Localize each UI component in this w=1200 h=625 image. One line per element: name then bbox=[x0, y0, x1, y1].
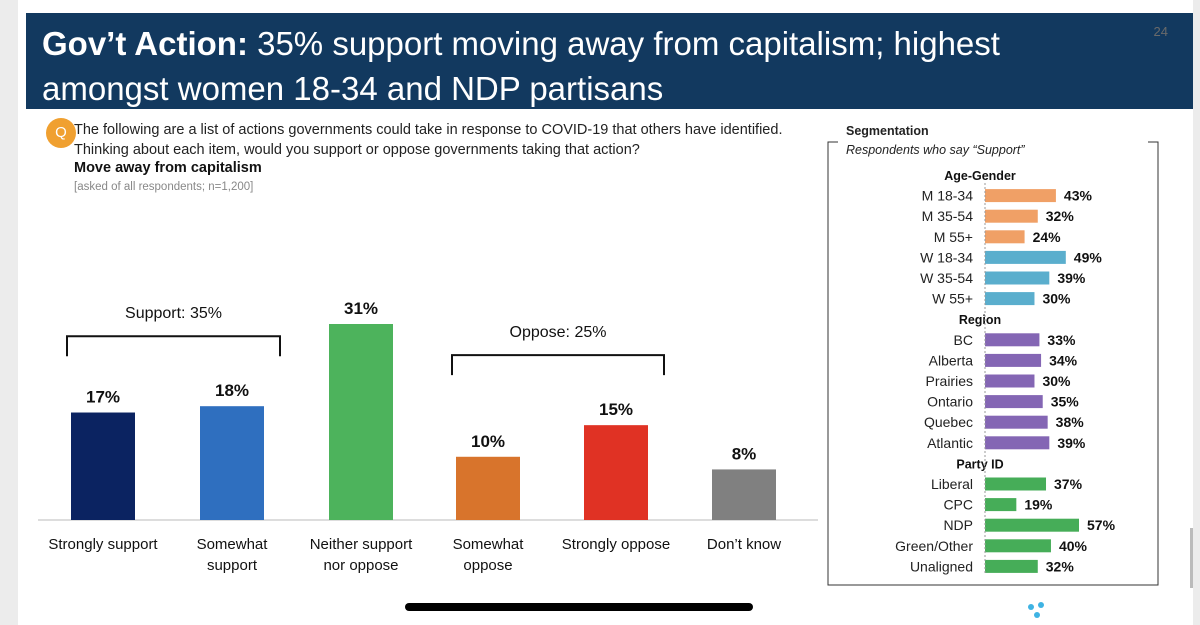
segment-group-label: Age-Gender bbox=[944, 169, 1016, 183]
segment-label: BC bbox=[954, 332, 973, 348]
category-label: Somewhat bbox=[453, 536, 525, 553]
segment-label: Liberal bbox=[931, 476, 973, 492]
bar-strongly-support bbox=[71, 412, 135, 520]
segment-bar bbox=[985, 209, 1038, 223]
segment-bar bbox=[985, 230, 1025, 244]
segment-label: Ontario bbox=[927, 394, 973, 410]
segment-value-label: 57% bbox=[1087, 517, 1116, 533]
category-label: support bbox=[207, 557, 258, 574]
page-number: 24 bbox=[1153, 24, 1168, 39]
segment-value-label: 35% bbox=[1051, 394, 1080, 410]
bar-neither-support-nor-oppose bbox=[329, 324, 393, 520]
category-label: Neither support bbox=[310, 536, 413, 553]
bar-value-label: 31% bbox=[344, 299, 378, 318]
question-badge-icon: Q bbox=[46, 118, 76, 148]
bar-don-t-know bbox=[712, 469, 776, 520]
bar-value-label: 8% bbox=[732, 444, 757, 463]
segment-bar bbox=[985, 353, 1042, 367]
category-label: Don’t know bbox=[707, 536, 781, 553]
bar-value-label: 17% bbox=[86, 388, 120, 407]
segment-value-label: 39% bbox=[1057, 435, 1086, 451]
segment-bar bbox=[985, 539, 1051, 553]
segment-bar bbox=[985, 292, 1035, 306]
segment-bar bbox=[985, 518, 1079, 532]
segment-bar bbox=[985, 559, 1038, 573]
segment-value-label: 32% bbox=[1046, 558, 1075, 574]
group-bracket bbox=[451, 354, 665, 376]
segmentation-subtitle: Respondents who say “Support” bbox=[846, 143, 1025, 157]
segment-value-label: 39% bbox=[1057, 270, 1086, 286]
bar-value-label: 10% bbox=[471, 432, 505, 451]
segment-group-label: Party ID bbox=[956, 457, 1003, 471]
segment-value-label: 30% bbox=[1042, 373, 1071, 389]
segment-bar bbox=[985, 436, 1050, 450]
segment-value-label: 49% bbox=[1074, 249, 1103, 265]
segment-label: Prairies bbox=[926, 373, 973, 389]
segment-label: M 55+ bbox=[934, 229, 973, 245]
segment-label: W 35-54 bbox=[920, 270, 973, 286]
group-bracket bbox=[66, 335, 281, 357]
segment-bar bbox=[985, 189, 1056, 203]
segment-label: Alberta bbox=[929, 352, 974, 368]
segment-label: Unaligned bbox=[910, 558, 973, 574]
segment-value-label: 37% bbox=[1054, 476, 1083, 492]
bar-somewhat-oppose bbox=[456, 456, 520, 520]
segment-bar bbox=[985, 271, 1050, 285]
bar-value-label: 18% bbox=[215, 381, 249, 400]
segment-bar bbox=[985, 477, 1047, 491]
title-bold: Gov’t Action: bbox=[42, 25, 248, 62]
bar-somewhat-support bbox=[200, 406, 264, 520]
category-label: Strongly oppose bbox=[562, 536, 670, 553]
chart-subtitle: Move away from capitalism bbox=[74, 160, 262, 176]
title-rest: 35% support moving away from capitalism;… bbox=[42, 25, 1000, 107]
segment-label: Green/Other bbox=[895, 538, 973, 554]
chart-canvas: 17% Strongly support 18% Somewhat support 31%… bbox=[38, 141, 1159, 586]
segment-value-label: 30% bbox=[1042, 291, 1071, 307]
segment-value-label: 32% bbox=[1046, 208, 1075, 224]
segment-bar bbox=[985, 250, 1066, 264]
segment-bar bbox=[985, 498, 1017, 512]
segment-label: M 18-34 bbox=[922, 188, 974, 204]
segment-value-label: 34% bbox=[1049, 352, 1078, 368]
category-label: Somewhat bbox=[197, 536, 269, 553]
segment-label: CPC bbox=[943, 497, 973, 513]
segment-value-label: 38% bbox=[1056, 414, 1085, 430]
group-label: Support: 35% bbox=[125, 305, 222, 322]
segment-label: W 18-34 bbox=[920, 249, 973, 265]
segment-bar bbox=[985, 374, 1035, 388]
segment-label: Atlantic bbox=[927, 435, 973, 451]
segment-value-label: 33% bbox=[1047, 332, 1076, 348]
segmentation-title: Segmentation bbox=[846, 124, 929, 138]
category-label: oppose bbox=[463, 557, 512, 574]
bar-value-label: 15% bbox=[599, 400, 633, 419]
home-indicator[interactable] bbox=[405, 603, 753, 611]
segment-label: NDP bbox=[943, 517, 973, 533]
segment-value-label: 43% bbox=[1064, 188, 1093, 204]
group-label: Oppose: 25% bbox=[510, 324, 607, 341]
segment-label: Quebec bbox=[924, 414, 973, 430]
segment-value-label: 24% bbox=[1033, 229, 1062, 245]
segment-bar bbox=[985, 395, 1043, 409]
segment-bar bbox=[985, 333, 1040, 347]
sample-footnote: [asked of all respondents; n=1,200] bbox=[74, 181, 254, 193]
title-bar: Gov’t Action: 35% support moving away fr… bbox=[26, 13, 1193, 109]
segment-bar bbox=[985, 415, 1048, 429]
slide-title: Gov’t Action: 35% support moving away fr… bbox=[42, 21, 1122, 111]
scrollbar[interactable] bbox=[1190, 528, 1193, 588]
bar-strongly-oppose bbox=[584, 425, 648, 520]
segment-value-label: 40% bbox=[1059, 538, 1088, 554]
question-text: The following are a list of actions gove… bbox=[74, 122, 783, 158]
segment-label: M 35-54 bbox=[922, 208, 974, 224]
segment-label: W 55+ bbox=[932, 291, 973, 307]
category-label: nor oppose bbox=[323, 557, 398, 574]
segment-value-label: 19% bbox=[1024, 497, 1053, 513]
category-label: Strongly support bbox=[48, 536, 158, 553]
segment-group-label: Region bbox=[959, 313, 1001, 327]
slide: Gov’t Action: 35% support moving away fr… bbox=[18, 0, 1193, 625]
segmentation-frame bbox=[827, 141, 1159, 586]
